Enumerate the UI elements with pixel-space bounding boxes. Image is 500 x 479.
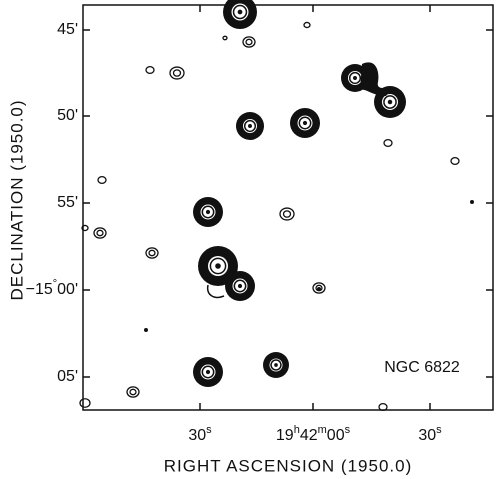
faint-contour xyxy=(450,156,460,166)
x-axis-label: RIGHT ASCENSION (1950.0) xyxy=(164,456,413,475)
faint-contour xyxy=(79,398,91,408)
source-ring xyxy=(270,359,282,371)
tick-label-part: h xyxy=(294,424,300,436)
tick-label-part: s xyxy=(436,424,442,436)
source-core xyxy=(237,9,243,15)
source-ring xyxy=(201,365,215,379)
tick-label-part: 55' xyxy=(57,194,78,211)
source-ring xyxy=(209,257,227,275)
faint-contour xyxy=(222,35,228,41)
tick-label: 05' xyxy=(57,368,78,385)
source-core xyxy=(387,99,393,105)
plot-frame xyxy=(82,4,494,411)
source-core xyxy=(215,263,221,269)
point xyxy=(470,200,474,204)
tick-label: 30s xyxy=(418,424,442,444)
tick-label-part: −15 xyxy=(26,281,53,298)
source-ring xyxy=(232,4,248,20)
tick-label-part: s xyxy=(206,424,212,436)
annotation: NGC 6822 xyxy=(384,359,460,376)
source-core xyxy=(205,369,211,375)
source-core xyxy=(302,120,308,126)
tick-label-part: 00' xyxy=(57,281,78,298)
tick-label-part: 05' xyxy=(57,368,78,385)
tick-label-part: ° xyxy=(53,278,57,290)
source-ring xyxy=(383,95,397,109)
faint-contour xyxy=(282,210,292,218)
faint-contour xyxy=(172,69,182,77)
source-core xyxy=(205,209,211,215)
source-core xyxy=(274,363,278,367)
faint-contour xyxy=(378,402,388,412)
point xyxy=(317,287,321,291)
source-core xyxy=(237,283,243,289)
faint-contour xyxy=(148,249,156,257)
faint-contour xyxy=(383,138,393,148)
source-ring xyxy=(298,116,312,130)
faint-contour xyxy=(97,175,107,185)
source-ring xyxy=(348,71,362,85)
faint-contour xyxy=(126,386,140,398)
tick-label-part: 50' xyxy=(57,107,78,124)
tick-label: −15°00' xyxy=(26,278,78,298)
tick-label-part: 19 xyxy=(276,427,294,444)
sources xyxy=(79,0,474,412)
tick-label-part: s xyxy=(345,424,351,436)
tick-label: 30s xyxy=(188,424,212,444)
source-core xyxy=(353,76,357,80)
faint-contour xyxy=(129,388,137,396)
faint-contour xyxy=(245,38,253,46)
source-ring xyxy=(233,279,247,293)
faint-contour xyxy=(145,65,155,75)
faint-contour xyxy=(312,282,326,294)
source-bridge xyxy=(206,284,225,299)
source-ring xyxy=(243,119,257,133)
faint-contour xyxy=(279,207,295,221)
source-core xyxy=(248,124,252,128)
faint-contour xyxy=(96,229,104,237)
tick-label-part: 30 xyxy=(418,427,436,444)
tick-label-part: 00 xyxy=(327,427,345,444)
y-axis-label: DECLINATION (1950.0) xyxy=(7,99,26,300)
tick-label: 55' xyxy=(57,194,78,211)
source-ring xyxy=(201,205,215,219)
tick-label-part: 45' xyxy=(57,21,78,38)
tick-label-part: 42 xyxy=(300,427,318,444)
point xyxy=(144,328,148,332)
faint-contour xyxy=(145,247,159,259)
tick-label: 50' xyxy=(57,107,78,124)
tick-label-part: 30 xyxy=(188,427,206,444)
tick-label-part: m xyxy=(318,424,327,436)
source-bridge xyxy=(360,62,392,96)
faint-contour xyxy=(169,66,185,80)
faint-contour xyxy=(93,227,107,239)
faint-contour xyxy=(303,21,311,29)
tick-label: 19h42m00s xyxy=(276,424,351,444)
tick-label: 45' xyxy=(57,21,78,38)
faint-contour xyxy=(242,36,256,48)
faint-contour xyxy=(81,224,89,232)
